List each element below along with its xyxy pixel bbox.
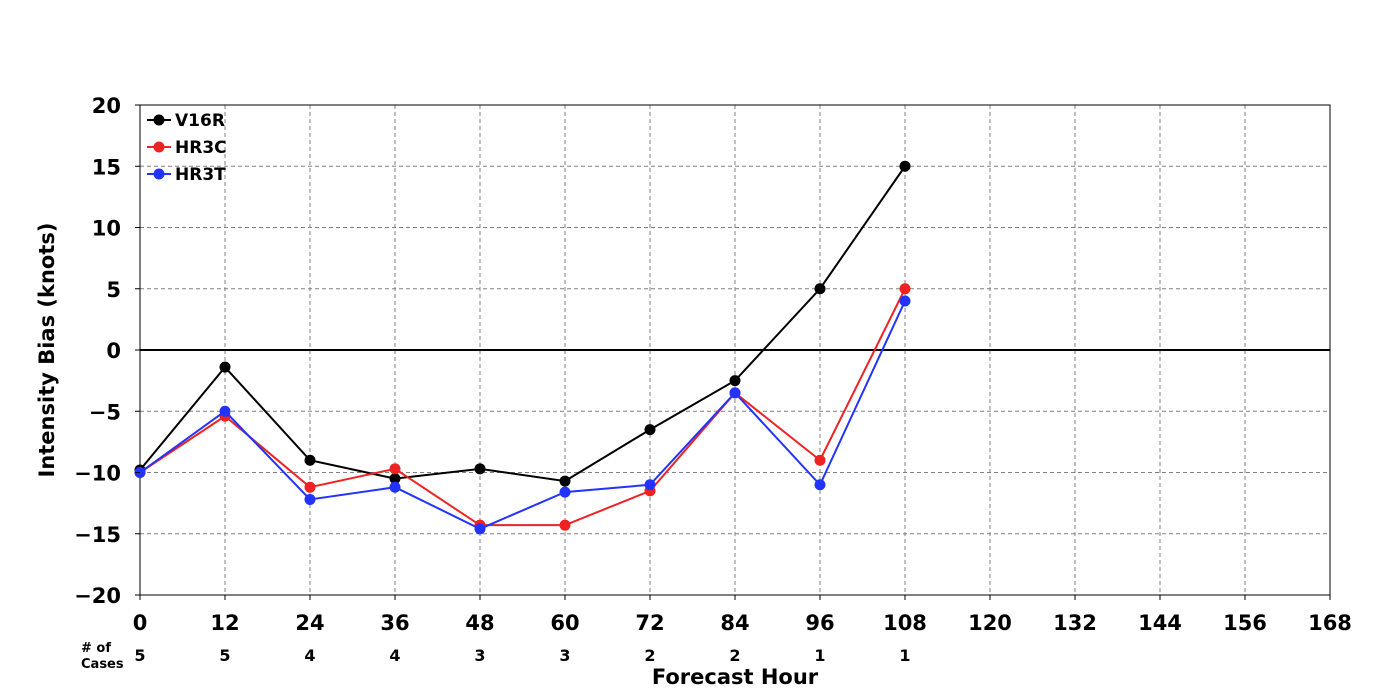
y-tick-label: 0 bbox=[106, 339, 121, 363]
y-axis-ticks: 20 15 10 5 0 −5 −10 −15 −20 bbox=[74, 94, 140, 608]
data-point-hr3t bbox=[304, 493, 316, 505]
data-point-v16r bbox=[389, 473, 401, 485]
series-line-hr3t bbox=[139, 300, 906, 530]
y-tick-label: −10 bbox=[74, 462, 121, 486]
data-point-v16r bbox=[814, 283, 826, 295]
data-point-v16r bbox=[304, 454, 316, 466]
data-point-hr3t bbox=[474, 523, 486, 535]
y-tick-label: 15 bbox=[92, 155, 121, 179]
y-tick-label: 10 bbox=[92, 217, 121, 241]
cases-count: 4 bbox=[304, 646, 315, 665]
cases-count: 5 bbox=[219, 646, 230, 665]
x-tick-label: 60 bbox=[550, 611, 579, 635]
x-tick-label: 120 bbox=[968, 611, 1012, 635]
cases-row: # of Cases 5 5 4 4 3 3 2 2 1 1 bbox=[81, 641, 911, 672]
cases-count: 5 bbox=[134, 646, 145, 665]
cases-label-line2: Cases bbox=[81, 657, 124, 672]
data-point-v16r bbox=[474, 463, 486, 475]
data-point-hr3t bbox=[729, 387, 741, 399]
data-point-hr3c bbox=[304, 481, 316, 493]
data-point-v16r bbox=[219, 361, 231, 373]
data-point-v16r bbox=[899, 160, 911, 172]
x-tick-label: 24 bbox=[295, 611, 324, 635]
x-tick-label: 12 bbox=[210, 611, 239, 635]
data-point-v16r bbox=[644, 424, 656, 436]
data-point-hr3t bbox=[559, 486, 571, 498]
legend-label-hr3c: HR3C bbox=[175, 138, 227, 158]
x-tick-label: 156 bbox=[1223, 611, 1267, 635]
legend-swatch-marker-hr3c bbox=[153, 141, 165, 153]
y-tick-label: 20 bbox=[92, 94, 121, 118]
cases-count: 2 bbox=[644, 646, 655, 665]
y-tick-label: 5 bbox=[106, 278, 121, 302]
cases-count: 3 bbox=[559, 646, 570, 665]
y-tick-label: −5 bbox=[89, 400, 121, 424]
series-hr3t bbox=[134, 295, 911, 535]
data-point-hr3c bbox=[559, 519, 571, 531]
legend-item-v16r: V16R bbox=[147, 111, 225, 131]
y-axis-label: Intensity Bias (knots) bbox=[35, 223, 59, 478]
data-point-hr3t bbox=[389, 481, 401, 493]
x-tick-label: 96 bbox=[805, 611, 834, 635]
series-line-v16r bbox=[139, 165, 906, 483]
cases-count: 1 bbox=[814, 646, 825, 665]
x-tick-label: 84 bbox=[720, 611, 749, 635]
x-tick-label: 132 bbox=[1053, 611, 1097, 635]
data-point-hr3c bbox=[814, 454, 826, 466]
x-tick-label: 36 bbox=[380, 611, 409, 635]
x-tick-label: 48 bbox=[465, 611, 494, 635]
cases-label-line1: # of bbox=[81, 641, 111, 656]
data-point-hr3t bbox=[814, 479, 826, 491]
x-tick-label: 144 bbox=[1138, 611, 1182, 635]
x-tick-label: 168 bbox=[1308, 611, 1352, 635]
legend-swatch-marker-v16r bbox=[153, 114, 165, 126]
data-point-hr3c bbox=[899, 283, 911, 295]
series-layer bbox=[134, 160, 911, 535]
cases-count: 4 bbox=[389, 646, 400, 665]
data-point-v16r bbox=[729, 375, 741, 387]
data-point-hr3t bbox=[219, 405, 231, 417]
data-point-hr3c bbox=[389, 463, 401, 475]
cases-count: 1 bbox=[899, 646, 910, 665]
cases-count: 3 bbox=[474, 646, 485, 665]
legend-item-hr3c: HR3C bbox=[147, 138, 227, 158]
data-point-v16r bbox=[559, 475, 571, 487]
y-tick-label: −15 bbox=[74, 523, 121, 547]
legend-label-hr3t: HR3T bbox=[175, 165, 226, 185]
legend-item-hr3t: HR3T bbox=[147, 165, 226, 185]
x-axis-label: Forecast Hour bbox=[652, 665, 819, 689]
x-tick-label: 0 bbox=[133, 611, 148, 635]
legend: V16R HR3C HR3T bbox=[147, 111, 227, 185]
cases-count: 2 bbox=[729, 646, 740, 665]
data-point-hr3t bbox=[644, 479, 656, 491]
series-hr3c bbox=[134, 283, 911, 531]
data-point-hr3t bbox=[899, 295, 911, 307]
y-tick-label: −20 bbox=[74, 584, 121, 608]
legend-swatch-marker-hr3t bbox=[153, 168, 165, 180]
x-tick-label: 108 bbox=[883, 611, 927, 635]
x-axis-ticks: 0 12 24 36 48 60 72 84 96 108 120 132 144 156 168 bbox=[133, 595, 1352, 635]
series-line-hr3c bbox=[139, 288, 906, 527]
legend-label-v16r: V16R bbox=[175, 111, 225, 131]
x-tick-label: 72 bbox=[635, 611, 664, 635]
